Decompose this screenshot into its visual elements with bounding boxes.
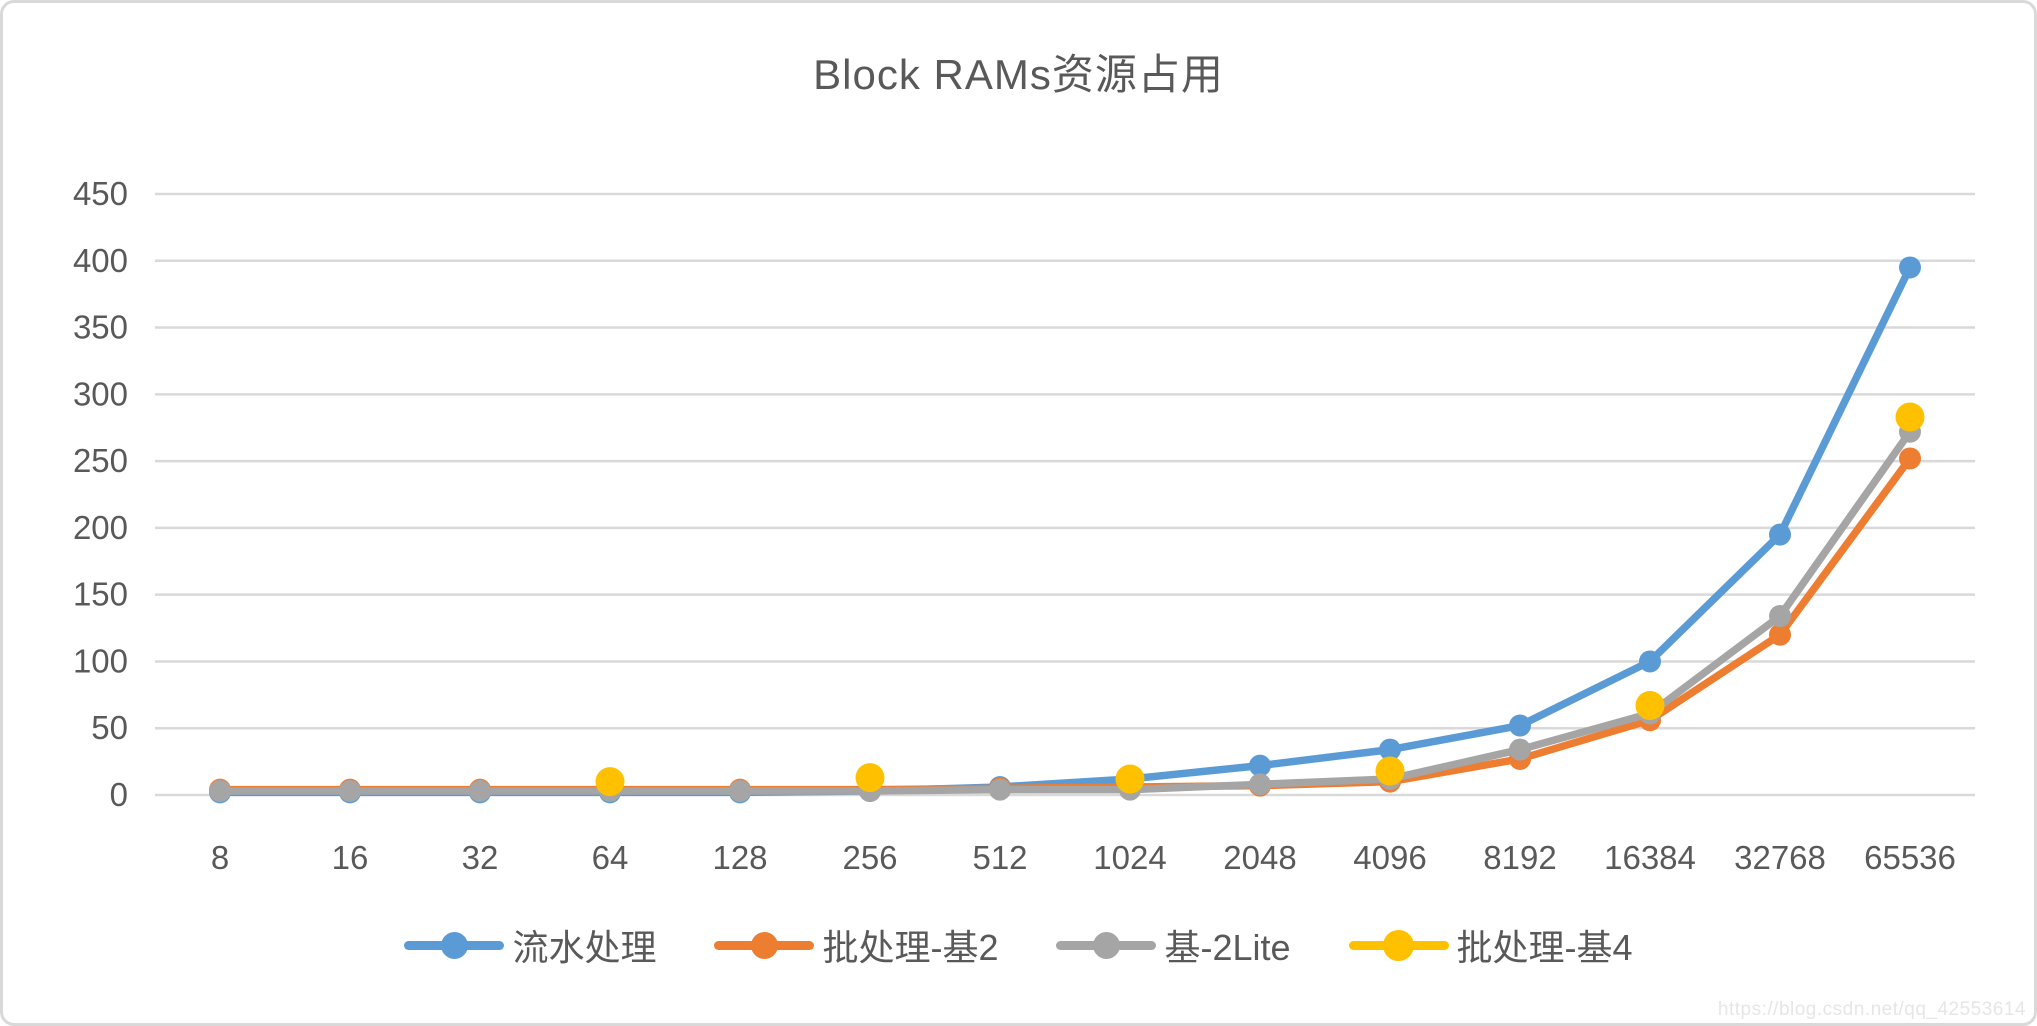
- data-point-series1: [1249, 754, 1271, 777]
- y-tick-label: 200: [73, 509, 128, 546]
- legend-label-series3: 基-2Lite: [1164, 927, 1291, 968]
- x-tick-label: 1024: [1093, 839, 1166, 876]
- legend-label-series1: 流水处理: [512, 927, 657, 968]
- data-point-series4: [595, 767, 625, 797]
- series-line-3: [216, 427, 1914, 795]
- x-tick-label: 8: [211, 839, 229, 876]
- data-point-series4: [1115, 764, 1145, 794]
- series-line-2: [216, 454, 1914, 794]
- x-tick-label: 2048: [1223, 839, 1296, 876]
- legend-label-series4: 批处理-基4: [1456, 927, 1633, 968]
- series2-line-marker-icon: [714, 929, 815, 961]
- y-tick-label: 450: [73, 175, 128, 212]
- watermark-url: https://blog.csdn.net/qq_42553614: [1717, 999, 2026, 1020]
- data-point-series2: [1899, 447, 1921, 470]
- y-tick-label: 100: [73, 642, 128, 679]
- y-tick-label: 0: [110, 776, 128, 813]
- x-tick-label: 16384: [1604, 839, 1696, 876]
- data-point-series3: [1249, 773, 1271, 796]
- data-point-series3: [339, 779, 361, 802]
- data-point-series3: [729, 779, 751, 802]
- data-point-series2: [1769, 623, 1791, 646]
- data-point-series4: [1635, 691, 1665, 721]
- data-point-series1: [1379, 738, 1401, 761]
- x-tick-label: 32: [462, 839, 499, 876]
- data-point-series1: [1639, 650, 1661, 673]
- y-tick-label: 150: [73, 576, 128, 613]
- series1-line-marker-icon: [404, 929, 505, 961]
- legend-label-series2: 批处理-基2: [822, 927, 999, 968]
- data-point-series3: [989, 778, 1011, 801]
- y-tick-label: 50: [91, 709, 128, 746]
- legend-item-series2: 批处理-基2: [714, 919, 998, 971]
- x-tick-label: 64: [592, 839, 629, 876]
- x-tick-label: 32768: [1734, 839, 1826, 876]
- data-point-series4: [1895, 402, 1925, 432]
- y-tick-label: 300: [73, 375, 128, 412]
- legend: 流水处理 批处理-基2 基-2Lite 批处理-基4: [3, 919, 2034, 971]
- x-tick-label: 4096: [1353, 839, 1426, 876]
- data-point-series3: [209, 779, 231, 802]
- y-tick-label: 250: [73, 442, 128, 479]
- y-tick-label: 400: [73, 242, 128, 279]
- y-tick-label: 350: [73, 309, 128, 346]
- data-point-series3: [1769, 605, 1791, 628]
- chart-title: Block RAMs资源占用: [813, 51, 1224, 98]
- plot-area: 0 50 100 150 200 250 300 350 400 450 8 16 32 64 128 256…: [73, 175, 1975, 876]
- x-tick-label: 8192: [1483, 839, 1556, 876]
- legend-item-series1: 流水处理: [404, 919, 656, 971]
- data-point-series3: [1509, 738, 1531, 761]
- data-point-series1: [1899, 256, 1921, 279]
- legend-item-series3: 基-2Lite: [1056, 919, 1291, 971]
- x-tick-label: 512: [972, 839, 1027, 876]
- data-point-series3: [469, 779, 491, 802]
- x-tick-label: 256: [842, 839, 897, 876]
- x-tick-label: 65536: [1864, 839, 1956, 876]
- x-tick-label: 16: [332, 839, 369, 876]
- data-point-series4: [855, 763, 885, 793]
- legend-item-series4: 批处理-基4: [1348, 919, 1633, 971]
- data-point-series1: [1769, 523, 1791, 546]
- series4-line-marker-icon: [1348, 929, 1449, 961]
- series3-line-marker-icon: [1056, 929, 1157, 961]
- data-point-series1: [1509, 714, 1531, 737]
- x-tick-label: 128: [712, 839, 767, 876]
- data-point-series4: [1375, 756, 1405, 786]
